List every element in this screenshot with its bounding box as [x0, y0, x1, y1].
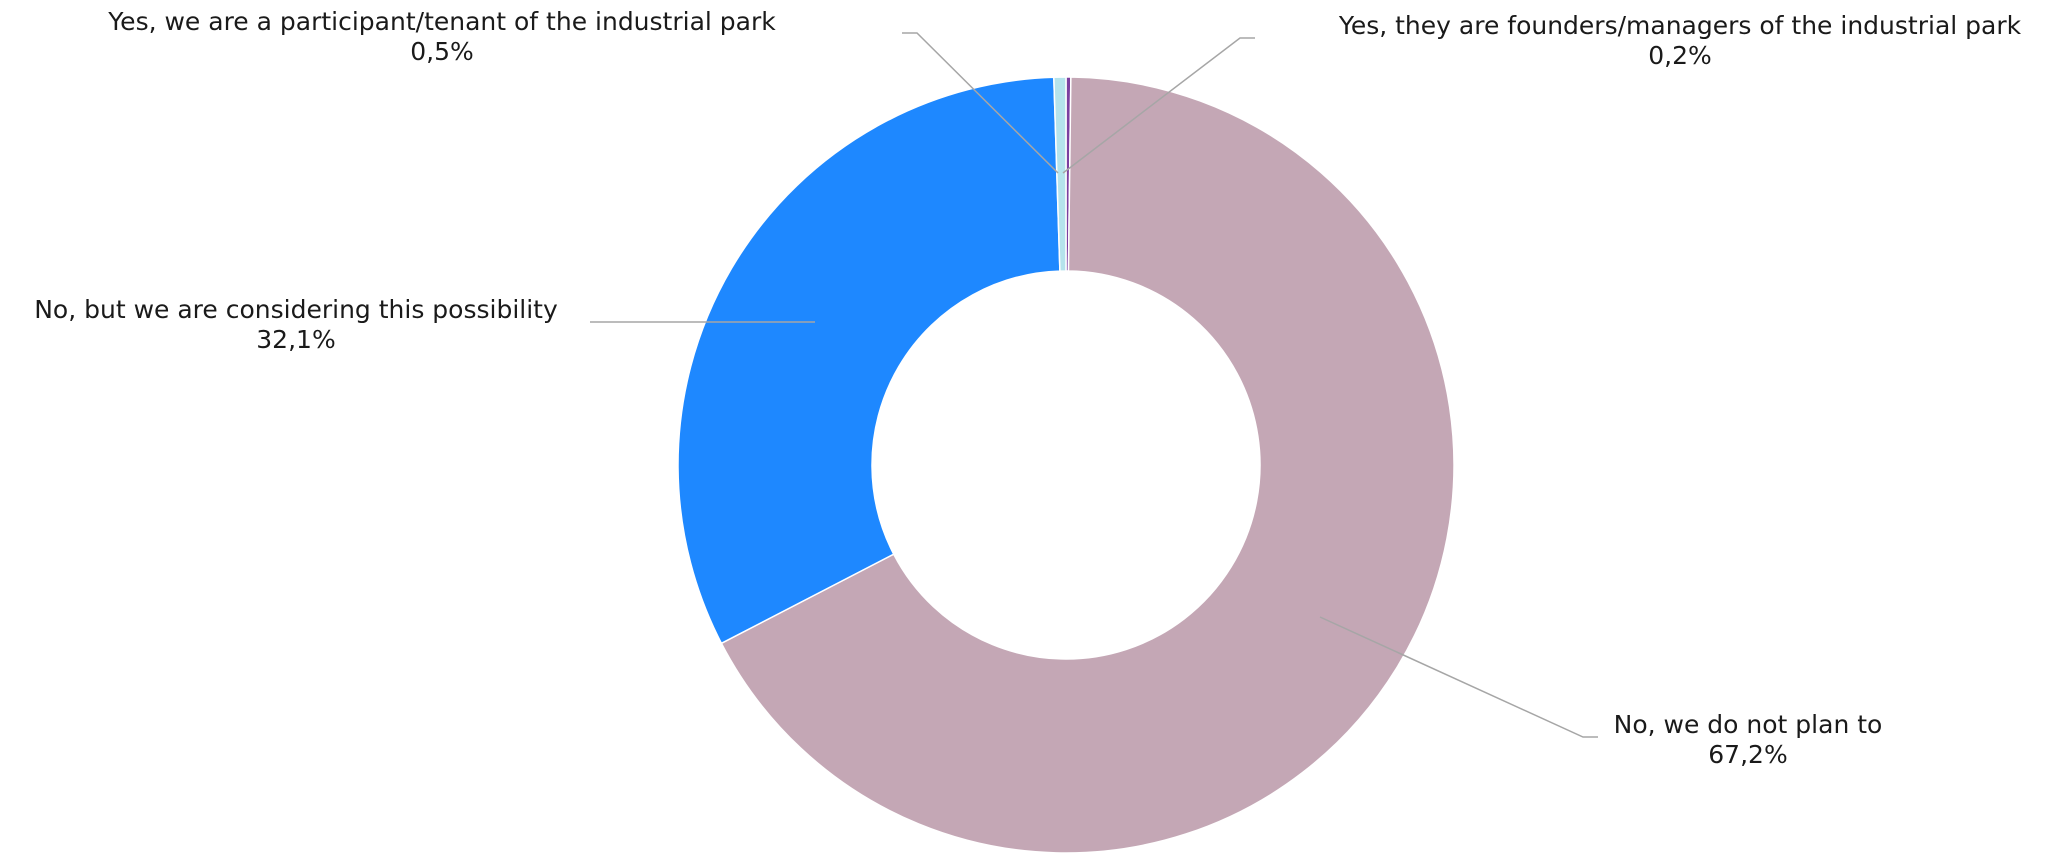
donut-slices: [677, 76, 1455, 853]
slice-participant-tenant: [1053, 76, 1067, 272]
leader-participant-tenant: [902, 32, 1059, 174]
data-label-do-not-plan: No, we do not plan to: [1614, 710, 1883, 739]
leader-lines: [590, 32, 1598, 738]
data-value-participant-tenant: 0,5%: [410, 37, 474, 66]
data-value-founders-managers: 0,2%: [1648, 41, 1712, 70]
data-value-do-not-plan: 67,2%: [1708, 740, 1787, 769]
data-label-participant-tenant: Yes, we are a participant/tenant of the …: [107, 7, 776, 36]
slice-do-not-plan: [720, 76, 1455, 853]
data-value-considering: 32,1%: [256, 325, 335, 354]
slice-considering: [677, 76, 1061, 645]
data-label-founders-managers: Yes, they are founders/managers of the i…: [1338, 11, 2022, 40]
data-label-considering: No, but we are considering this possibil…: [34, 295, 558, 324]
data-labels: Yes, they are founders/managers of the i…: [34, 7, 2021, 769]
leader-founders-managers: [1062, 37, 1255, 174]
leader-do-not-plan: [1319, 616, 1598, 738]
